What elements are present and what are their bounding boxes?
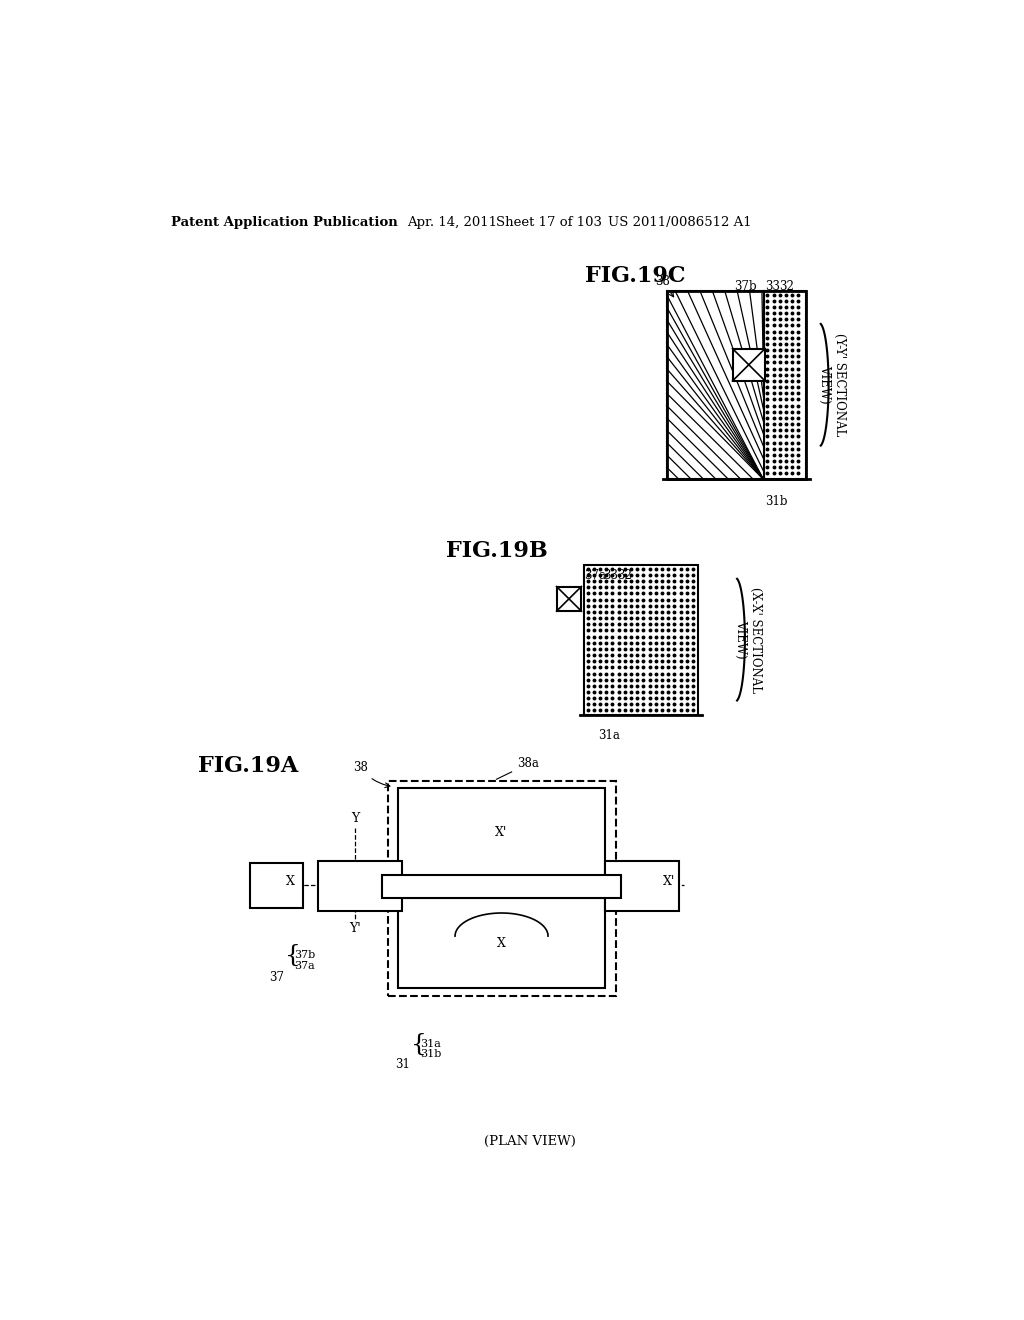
Text: 32: 32 <box>779 280 794 293</box>
Bar <box>382 874 621 898</box>
Text: 37a: 37a <box>584 569 606 582</box>
Bar <box>557 586 582 611</box>
Text: US 2011/0086512 A1: US 2011/0086512 A1 <box>608 216 752 230</box>
Text: 31b: 31b <box>420 1049 441 1059</box>
Bar <box>667 290 764 479</box>
Text: Patent Application Publication: Patent Application Publication <box>171 216 397 230</box>
Bar <box>764 290 806 479</box>
Bar <box>388 780 616 997</box>
Text: 37b: 37b <box>734 280 757 293</box>
Text: X': X' <box>496 825 508 838</box>
Text: {: { <box>411 1032 427 1056</box>
Text: FIG.19B: FIG.19B <box>445 540 548 561</box>
Text: 37b: 37b <box>294 950 315 960</box>
Text: FIG.19A: FIG.19A <box>198 755 298 777</box>
Text: (Y-Y' SECTIONAL
VIEW): (Y-Y' SECTIONAL VIEW) <box>818 333 846 437</box>
Text: Sheet 17 of 103: Sheet 17 of 103 <box>496 216 602 230</box>
Text: 33: 33 <box>765 280 780 293</box>
Text: X: X <box>497 936 506 949</box>
Bar <box>584 565 698 715</box>
Text: 38: 38 <box>655 275 674 297</box>
Text: 38a: 38a <box>497 758 539 779</box>
Bar <box>317 861 401 911</box>
Text: 31: 31 <box>395 1057 411 1071</box>
Text: 32: 32 <box>617 569 632 582</box>
Text: X': X' <box>663 875 675 888</box>
Text: (PLAN VIEW): (PLAN VIEW) <box>484 1135 577 1148</box>
Bar <box>397 788 605 876</box>
Text: 37a: 37a <box>294 961 314 970</box>
Text: 33: 33 <box>603 569 618 582</box>
Text: Y': Y' <box>349 923 360 936</box>
Text: Y: Y <box>351 812 359 825</box>
Text: 37: 37 <box>269 970 284 983</box>
Bar <box>251 863 303 908</box>
Text: X: X <box>287 875 295 888</box>
Text: (X-X' SECTIONAL
VIEW): (X-X' SECTIONAL VIEW) <box>734 586 762 693</box>
Text: Apr. 14, 2011: Apr. 14, 2011 <box>407 216 497 230</box>
Text: {: { <box>285 944 300 966</box>
Text: 38: 38 <box>352 762 390 788</box>
Bar <box>397 898 605 989</box>
Bar <box>605 861 679 911</box>
Bar <box>732 348 765 381</box>
Text: 31b: 31b <box>765 495 787 508</box>
Text: 31a: 31a <box>420 1039 441 1048</box>
Bar <box>667 290 806 479</box>
Text: 31a: 31a <box>598 729 620 742</box>
Text: FIG.19C: FIG.19C <box>586 264 686 286</box>
